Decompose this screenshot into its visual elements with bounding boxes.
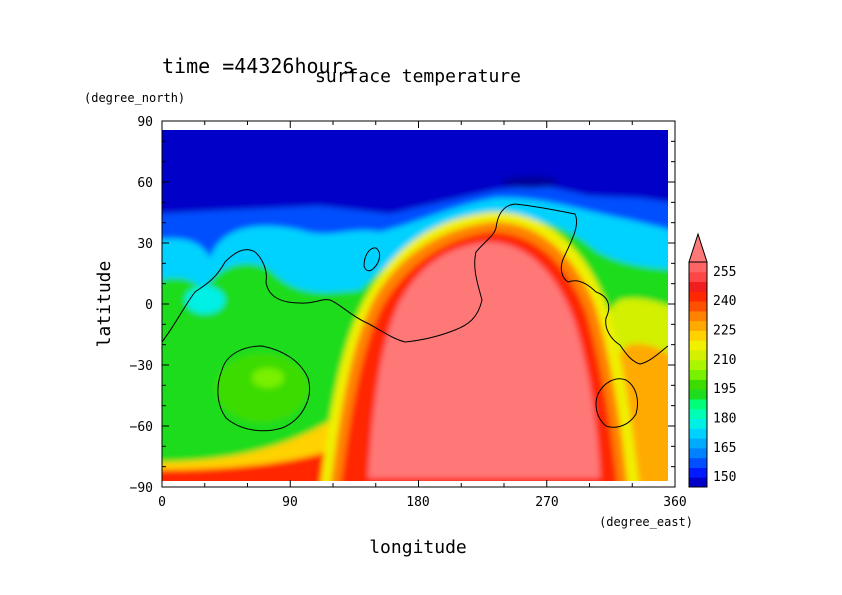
colorbar-label: 240 bbox=[713, 294, 736, 309]
xtick-label: 180 bbox=[406, 495, 429, 510]
colorbar-segment bbox=[689, 408, 707, 420]
colorbar-segment bbox=[689, 379, 707, 390]
colorbar-segment bbox=[689, 281, 707, 292]
coastline-island bbox=[363, 247, 381, 272]
colorbar-segment bbox=[689, 457, 707, 468]
cool-region-south bbox=[216, 354, 308, 422]
colorbar-segment bbox=[689, 350, 707, 361]
cyan-patch-west bbox=[185, 286, 225, 314]
ytick-label: 0 bbox=[145, 298, 153, 313]
colorbar-segment bbox=[689, 330, 707, 341]
x-axis-label: longitude bbox=[369, 537, 467, 558]
colorbar-label: 150 bbox=[713, 470, 736, 485]
colorbar-segment bbox=[689, 389, 707, 400]
colorbar-segment bbox=[689, 428, 707, 439]
colorbar-segment bbox=[689, 447, 707, 459]
band-240-south bbox=[162, 440, 370, 481]
ytick-label: 60 bbox=[137, 176, 153, 191]
colorbar-segment bbox=[689, 438, 707, 449]
xtick-label: 0 bbox=[158, 495, 166, 510]
y-axis-label: latitude bbox=[94, 261, 115, 348]
colorbar-labels: 150 165 180 195 210 225 240 255 bbox=[713, 265, 736, 485]
colorbar-segment bbox=[689, 320, 707, 331]
colorbar-extension bbox=[688, 232, 708, 263]
coastline-south-west bbox=[217, 345, 310, 432]
colorbar-segment bbox=[689, 467, 707, 478]
colorbar-segment bbox=[689, 291, 707, 302]
colorbar-segment bbox=[689, 477, 707, 488]
colorbar-label: 180 bbox=[713, 412, 736, 427]
coastlines bbox=[162, 203, 668, 432]
xtick-label: 90 bbox=[282, 495, 298, 510]
colorbar-label: 255 bbox=[713, 265, 736, 280]
colorbar-label: 210 bbox=[713, 353, 736, 368]
ytick-label: −60 bbox=[130, 420, 153, 435]
colorbar-segment bbox=[689, 398, 707, 410]
ytick-label: −30 bbox=[130, 359, 153, 374]
time-label: time =44326hours bbox=[162, 54, 355, 78]
colorbar-segment bbox=[689, 359, 707, 371]
ytick-label: 90 bbox=[137, 115, 153, 130]
colorbar-segment bbox=[689, 262, 707, 273]
colorbar bbox=[688, 232, 708, 488]
axis-ticks bbox=[161, 120, 676, 488]
cold-cap-north bbox=[502, 176, 558, 188]
colorbar-segment bbox=[689, 418, 707, 429]
ytick-label: 30 bbox=[137, 237, 153, 252]
xtick-label: 360 bbox=[663, 495, 686, 510]
colorbar-segment bbox=[689, 301, 707, 312]
coastline-south-east bbox=[595, 378, 639, 428]
colorbar-label: 165 bbox=[713, 441, 736, 456]
colorbar-segment bbox=[689, 271, 707, 283]
y-unit-label: (degree_north) bbox=[84, 91, 185, 105]
x-unit-label: (degree_east) bbox=[599, 515, 693, 529]
temperature-field bbox=[162, 130, 668, 481]
colorbar-segment bbox=[689, 340, 707, 351]
colorbar-segment bbox=[689, 310, 707, 322]
colorbar-label: 195 bbox=[713, 382, 736, 397]
coastline-main bbox=[162, 203, 668, 365]
cool-region-core bbox=[252, 368, 284, 388]
colorbar-segment bbox=[689, 369, 707, 380]
ytick-label: −90 bbox=[130, 481, 153, 496]
xtick-label: 270 bbox=[535, 495, 558, 510]
band-ge255 bbox=[368, 242, 600, 478]
chart-title: surface temperature bbox=[315, 66, 521, 87]
colorbar-label: 225 bbox=[713, 323, 736, 338]
colorbar-frame bbox=[688, 261, 708, 488]
